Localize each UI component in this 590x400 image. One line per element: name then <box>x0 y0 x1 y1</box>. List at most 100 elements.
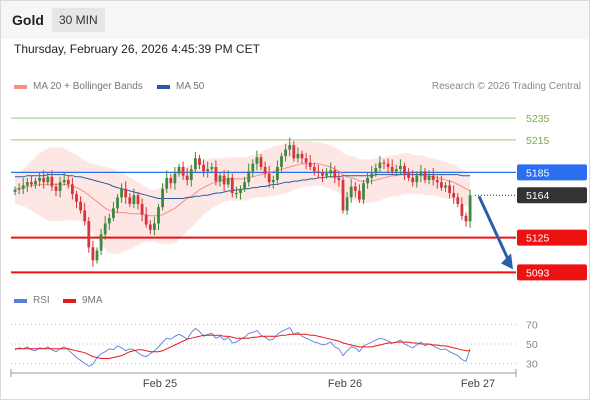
candle-body <box>353 186 357 191</box>
candle-body <box>91 247 95 261</box>
candle-body <box>222 175 226 185</box>
candle-body <box>157 207 160 224</box>
forecast-arrow-head <box>501 253 513 270</box>
legend-rsi-label: RSI <box>33 295 50 306</box>
candle-body <box>288 145 292 150</box>
candle-body <box>71 184 74 195</box>
candle-body <box>349 186 353 198</box>
candle-body <box>173 173 177 184</box>
candle-body <box>415 175 419 183</box>
candle-body <box>362 183 365 200</box>
candle-body <box>444 185 447 188</box>
candle-body <box>107 218 111 224</box>
timeframe-badge[interactable]: 30 MIN <box>52 8 105 32</box>
chart-header: Gold 30 MIN <box>1 1 589 39</box>
candle-body <box>325 173 328 176</box>
level-label-5215: 5215 <box>526 135 550 147</box>
level-label-5185: 5185 <box>526 167 550 179</box>
candle-body <box>341 180 345 211</box>
candle-body <box>17 188 21 190</box>
candle-body <box>42 177 46 183</box>
candle-body <box>382 162 386 164</box>
candle-body <box>235 193 238 195</box>
candle-body <box>440 182 443 188</box>
candle-body <box>239 188 242 194</box>
candle-body <box>185 175 189 181</box>
candle-body <box>259 157 263 167</box>
candle-body <box>54 186 58 191</box>
candle-body <box>333 170 337 178</box>
instrument-title: Gold <box>12 12 44 28</box>
candle-body <box>390 166 394 172</box>
candle-body <box>124 188 128 198</box>
candle-body <box>296 153 300 159</box>
candle-body <box>280 156 283 167</box>
candle-body <box>148 224 152 230</box>
chart-datetime: Thursday, February 26, 2026 4:45:39 PM C… <box>14 42 260 56</box>
candle-body <box>308 162 312 167</box>
candle-body <box>214 166 218 182</box>
candle-body <box>267 173 271 183</box>
candle-body <box>230 177 234 194</box>
level-tag-5185 <box>517 164 587 181</box>
candles-group <box>13 137 472 267</box>
x-tick-label: Feb 25 <box>143 378 177 390</box>
candle-body <box>276 166 279 181</box>
candle-body <box>144 214 148 225</box>
candle-body <box>30 182 33 185</box>
rsi-tick-50: 50 <box>526 339 538 351</box>
candle-body <box>46 176 50 183</box>
candle-body <box>218 175 222 182</box>
x-tick-label: Feb 26 <box>328 378 362 390</box>
candle-body <box>136 195 140 204</box>
candle-body <box>177 166 181 174</box>
ma50-line <box>15 174 471 199</box>
candle-body <box>120 188 123 198</box>
candle-body <box>153 223 156 230</box>
candle-body <box>95 250 99 261</box>
candle-body <box>464 215 468 222</box>
candle-body <box>345 197 349 211</box>
candle-body <box>304 158 308 163</box>
candle-body <box>247 171 251 183</box>
rsi-ma-line <box>15 333 471 359</box>
candle-body <box>448 185 451 194</box>
candle-body <box>99 234 103 251</box>
candle-body <box>284 149 287 157</box>
candle-body <box>169 177 173 184</box>
candle-body <box>38 177 41 182</box>
candle-body <box>374 168 378 174</box>
candle-body <box>456 197 460 204</box>
research-credit: Research © 2026 Trading Central <box>431 81 581 92</box>
candle-body <box>206 169 210 172</box>
rsi-tick-70: 70 <box>526 320 538 332</box>
candle-body <box>366 177 369 184</box>
level-label-5235: 5235 <box>526 113 550 125</box>
level-label-5093: 5093 <box>526 267 550 279</box>
candle-body <box>317 171 320 173</box>
candle-body <box>399 165 402 170</box>
candle-body <box>411 177 415 183</box>
candle-body <box>128 197 132 204</box>
candle-body <box>165 177 169 189</box>
candle-body <box>403 165 406 174</box>
candle-body <box>370 173 374 178</box>
candle-body <box>292 145 296 159</box>
candle-body <box>300 153 304 159</box>
candle-body <box>181 166 185 176</box>
candle-body <box>312 166 316 172</box>
candle-body <box>394 169 398 172</box>
candle-body <box>112 208 115 219</box>
level-label-5125: 5125 <box>526 233 550 245</box>
candle-body <box>251 163 255 172</box>
candle-body <box>358 190 361 200</box>
candle-body <box>226 177 230 185</box>
candle-body <box>198 158 201 165</box>
candle-body <box>79 201 82 211</box>
candle-body <box>66 180 70 185</box>
ma50-swatch <box>157 84 170 89</box>
level-tag-5093 <box>517 264 587 281</box>
candle-body <box>423 171 427 181</box>
